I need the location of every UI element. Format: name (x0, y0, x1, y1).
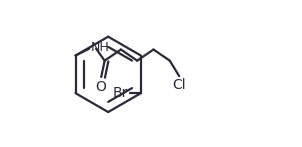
Text: Br: Br (113, 86, 128, 100)
Text: Cl: Cl (172, 78, 186, 92)
Text: O: O (95, 80, 106, 94)
Text: NH: NH (91, 41, 110, 54)
